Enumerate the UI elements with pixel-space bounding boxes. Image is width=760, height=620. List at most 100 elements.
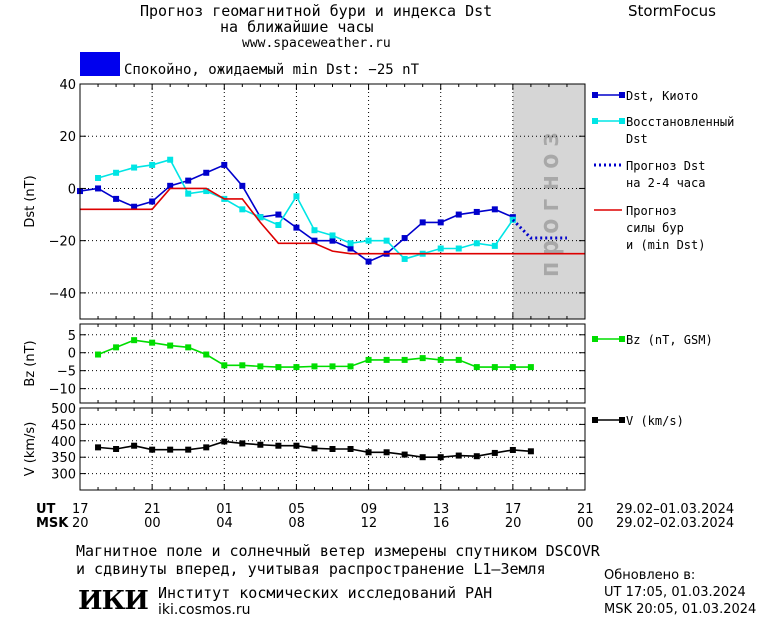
legend-marker [619, 336, 625, 342]
data-point-v-0 [383, 449, 390, 456]
data-point-dst-1 [131, 164, 138, 171]
data-point-bz-0 [149, 339, 156, 346]
data-point-bz-0 [455, 356, 462, 363]
panel-frame [79, 83, 586, 320]
updated-ut: UT 17:05, 01.03.2024 [604, 585, 746, 600]
data-point-dst-1 [203, 188, 210, 195]
y-tick-label: 300 [51, 468, 76, 483]
brand-name: StormFocus [628, 2, 716, 20]
legend-marker [592, 417, 598, 423]
y-tick-label: −20 [49, 235, 76, 250]
data-point-v-0 [149, 446, 156, 453]
x-tick-label-ut: 21 [144, 502, 161, 517]
data-point-dst-0 [203, 169, 210, 176]
data-point-v-0 [365, 449, 372, 456]
series-line-bz-0 [97, 339, 531, 368]
legend-marker [619, 118, 625, 124]
data-point-bz-0 [131, 337, 138, 344]
y-tick-label: 500 [51, 402, 76, 417]
data-point-v-0 [329, 446, 336, 452]
x-tick-label-msk: 08 [288, 516, 305, 531]
data-point-dst-1 [455, 245, 462, 252]
legend-label: Прогноз [626, 204, 677, 218]
y-tick-label: 20 [59, 130, 76, 145]
x-tick-label-ut: 17 [504, 502, 522, 517]
legend-marker [592, 118, 598, 124]
data-point-v-0 [95, 444, 102, 451]
data-point-dst-1 [275, 222, 282, 228]
site-url[interactable]: www.spaceweather.ru [242, 36, 391, 51]
data-point-bz-0 [167, 342, 174, 349]
forecast-band-label: прогноз [535, 126, 565, 278]
legend-label: силы бур [626, 221, 684, 235]
legend-marker [619, 417, 625, 423]
data-point-v-0 [347, 446, 354, 452]
legend-marker [619, 92, 625, 98]
data-point-dst-0 [311, 237, 318, 244]
x-tick-label-ut: 17 [72, 502, 89, 517]
data-point-bz-0 [293, 364, 300, 371]
chart-title-line2: на ближайшие часы [220, 18, 374, 36]
data-point-dst-1 [293, 193, 300, 200]
date-range-ut: 29.02–01.03.2024 [616, 502, 735, 517]
data-point-dst-0 [95, 185, 102, 192]
data-point-dst-0 [455, 211, 462, 218]
x-tick-label-msk: 04 [216, 516, 233, 531]
data-point-v-0 [401, 451, 408, 458]
data-point-v-0 [437, 454, 444, 461]
data-point-bz-0 [401, 356, 408, 363]
updated-msk: MSK 20:05, 01.03.2024 [604, 602, 757, 617]
legend-marker [592, 92, 598, 98]
data-point-v-0 [221, 438, 228, 445]
data-point-bz-0 [527, 364, 534, 371]
data-point-dst-0 [347, 245, 354, 252]
y-tick-label: 40 [59, 78, 76, 93]
y-axis-label: Dst (nT) [23, 175, 38, 227]
x-tick-label-ut: 21 [577, 502, 594, 517]
data-point-dst-1 [311, 227, 318, 234]
legend-label: Bz (nT, GSM) [626, 333, 713, 347]
data-point-v-0 [275, 442, 282, 449]
x-tick-label-msk: 12 [360, 516, 378, 531]
data-point-dst-0 [293, 224, 300, 231]
data-point-v-0 [131, 442, 138, 449]
data-point-v-0 [293, 442, 300, 449]
data-point-v-0 [509, 446, 516, 453]
data-point-v-0 [311, 445, 318, 452]
data-point-dst-1 [257, 214, 264, 221]
x-tick-label-msk: 20 [72, 516, 89, 531]
y-tick-label: 350 [51, 451, 76, 466]
data-point-dst-1 [185, 190, 192, 197]
institute-name: Институт космических исследований РАН [158, 584, 493, 602]
data-point-bz-0 [221, 362, 228, 369]
data-point-dst-0 [401, 235, 408, 242]
data-point-bz-0 [509, 364, 516, 371]
data-point-bz-0 [257, 363, 264, 370]
institute-site[interactable]: iki.cosmos.ru [158, 602, 251, 618]
x-tick-label-ut: 05 [288, 502, 305, 517]
data-point-dst-0 [419, 219, 426, 226]
data-point-dst-1 [167, 156, 174, 163]
data-point-v-0 [239, 440, 246, 447]
data-point-dst-1 [401, 255, 408, 262]
data-point-bz-0 [383, 356, 390, 363]
y-axis-label: V (km/s) [23, 422, 38, 477]
date-range-msk: 29.02–02.03.2024 [616, 516, 735, 531]
y-tick-label: −40 [49, 287, 76, 302]
data-point-bz-0 [491, 364, 498, 371]
data-point-v-0 [527, 448, 534, 455]
data-point-v-0 [113, 446, 120, 452]
data-point-dst-0 [275, 211, 282, 218]
data-point-bz-0 [419, 355, 426, 362]
x-tick-label-ut: 13 [432, 502, 450, 517]
series-line-dst-3 [80, 187, 585, 255]
data-point-v-0 [203, 444, 210, 451]
chart-title-line1: Прогноз геомагнитной бури и индекса Dst [140, 2, 493, 20]
series-line-dst-1 [97, 158, 514, 260]
ut-axis-label: UT [36, 502, 56, 517]
data-point-dst-0 [167, 182, 174, 189]
x-tick-label-msk: 20 [504, 516, 522, 531]
data-point-dst-0 [113, 195, 120, 202]
x-tick-label-ut: 01 [216, 502, 233, 517]
x-tick-label-msk: 00 [144, 516, 161, 531]
